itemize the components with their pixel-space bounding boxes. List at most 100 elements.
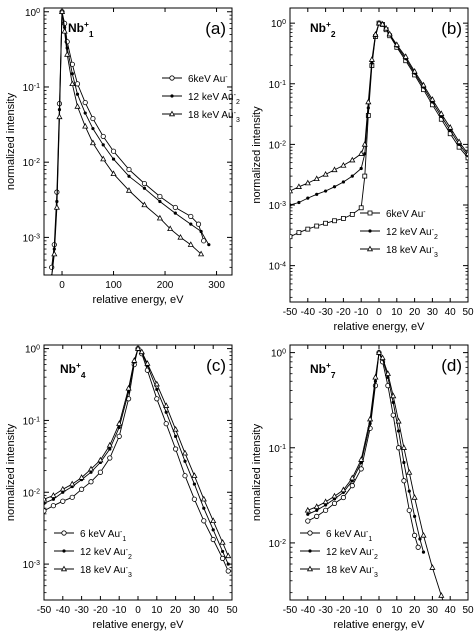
panel-a-series-3-point — [125, 187, 133, 193]
panel-a-series-3-point — [156, 214, 163, 221]
panel-c-series-1-point — [60, 498, 66, 504]
panel-b-y-tick-label: 10-1 — [269, 79, 286, 91]
panel-b-series-3-point — [361, 140, 368, 147]
panel-b-legend-entry-1: 6keV Au- — [386, 209, 426, 221]
panel-b-series-1-point — [332, 218, 337, 224]
panel-d-x-tick-label: 50 — [462, 605, 474, 616]
panel-a-legend-entry-2: 12 keV Au-2 — [188, 92, 240, 106]
panel-a-legend-entry-3: 18 keV Au-3 — [188, 110, 240, 124]
panel-b-x-tick-label: 50 — [462, 307, 474, 318]
panel-c-series-3-point — [87, 465, 95, 472]
panel-d-series-1-point — [314, 513, 320, 519]
panel-b-series-1-point — [465, 155, 468, 161]
panel-d-x-tick-label: -30 — [318, 605, 333, 616]
panel-d-species-label: Nb+7 — [310, 360, 336, 380]
panel-c-series-1-point — [173, 446, 179, 452]
panel-b-series-3-point — [295, 183, 302, 189]
panel-c-series-1-point — [220, 555, 226, 561]
panel-c-series-group — [44, 345, 232, 574]
panel-c-series-1-point — [79, 486, 85, 492]
panel-c-series-2-point — [202, 506, 206, 510]
panel-a-series-2-point — [199, 229, 203, 234]
panel-d-series-3-point — [400, 444, 407, 450]
panel-c-series-3-point — [138, 348, 145, 355]
panel-b-series-3-point — [358, 150, 365, 156]
panel-c-series-2-point — [108, 447, 112, 451]
panel-d-series-3-point — [384, 370, 391, 376]
panel-b-series-1-point — [340, 216, 346, 221]
panel-d-series-3-point — [406, 469, 413, 475]
panel-c-series-3-point — [106, 441, 113, 448]
panel-a-series-3-point — [50, 273, 53, 275]
panel-b-y-tick-label: 10-3 — [269, 201, 286, 213]
panel-a-y-axis-label: normalized intensity — [5, 92, 17, 190]
panel-d-series-3-point — [349, 474, 356, 481]
panel-c-series-3-point — [172, 425, 179, 432]
panel-c: -50 -40 -30 -20 -10 0 10 20 30 40 50 100 10-1 10-2 10-… — [5, 344, 238, 631]
panel-b-series-3-point — [340, 161, 347, 168]
panel-a-series-2-point — [127, 174, 131, 178]
panel-b-series-group — [290, 19, 468, 240]
panel-c-series-3-point — [59, 485, 66, 492]
panel-d-series-1-point — [401, 478, 407, 484]
panel-a-series-3-point — [141, 201, 148, 208]
panel-a-series-1-point — [172, 204, 178, 211]
panel-b-x-tick-label: 0 — [376, 307, 382, 318]
panel-b-series-2-point — [359, 166, 363, 171]
panel-a-series-1-point — [82, 99, 88, 106]
panel-c-series-3-point — [219, 539, 226, 545]
panel-d-x-tick-label: 10 — [391, 605, 403, 616]
panel-a-series-2-point — [101, 143, 105, 147]
panel-c-series-2-point — [89, 470, 93, 474]
panel-b-x-tick-label: -30 — [318, 307, 333, 318]
panel-c-series-2-point — [174, 434, 178, 438]
panel-c-series-1-point — [116, 433, 122, 439]
panel-b-series-3-point — [464, 150, 468, 156]
panel-c-y-tick-label: 10-3 — [23, 560, 40, 572]
panel-a-x-tick-label: 100 — [105, 280, 122, 291]
panel-b-series-3-point — [429, 96, 436, 102]
panel-d-y-tick-label: 100 — [271, 348, 286, 360]
panel-b-series-3-point — [379, 20, 386, 27]
panel-a-y-tick-label: 10-1 — [23, 82, 40, 94]
panel-a-x-tick-label: 300 — [208, 280, 225, 291]
panel-b-series-2-point — [341, 180, 345, 184]
panel-d-x-tick-label: -10 — [354, 605, 369, 616]
panel-c-series-3-point — [225, 552, 232, 559]
panel-b-series-2-point — [332, 185, 337, 189]
panel-b-species-label: Nb+2 — [310, 19, 336, 39]
panel-a-series-2-point — [91, 126, 95, 131]
panel-c-series-3-point — [200, 495, 207, 502]
panel-b-series-1-line — [290, 22, 468, 238]
panel-d-series-1-point — [322, 507, 329, 513]
panel-c-legend-entry-1: 6 keV Au-1 — [80, 529, 126, 543]
panel-c-series-1-point — [50, 503, 57, 509]
panel-d: -50 -40 -30 -20 -10 0 10 20 30 40 50 100 10-1 10-2 rel… — [251, 344, 474, 631]
panel-a-series-1-point — [110, 148, 117, 154]
panel-d-series-3-point — [313, 503, 320, 509]
panel-b-series-3-point — [313, 175, 320, 182]
panel-a-y-tick-label: 100 — [25, 7, 40, 19]
panel-a-series-3-point — [69, 80, 76, 87]
panel-c-y-tick-label: 10-1 — [23, 416, 40, 428]
panel-b-series-2-point — [315, 192, 319, 196]
panel-b-series-3-point — [402, 53, 409, 59]
panel-c-x-tick-label: -30 — [74, 605, 89, 616]
panel-c-series-3-point — [210, 517, 217, 524]
panel-c-series-2-point — [164, 410, 168, 414]
panel-c-series-3-point — [181, 449, 189, 456]
panel-b-letter: (b) — [441, 19, 462, 38]
panel-c-series-3-point — [78, 474, 85, 480]
panel-b-x-tick-label: 30 — [427, 307, 439, 318]
panel-d-series-3-point — [379, 354, 386, 361]
panel-b-series-1-point — [296, 230, 302, 236]
panel-a-series-1-point — [126, 166, 132, 173]
panel-b-series-3-point — [322, 170, 329, 177]
panel-c-y-tick-label: 100 — [25, 344, 40, 356]
panel-d-plot-frame — [289, 344, 469, 601]
panel-b-legend-marker — [366, 245, 374, 252]
panel-d-series-1-point — [406, 507, 412, 513]
panel-c-series-2-line — [44, 347, 229, 565]
panel-b-x-tick-label: -40 — [301, 307, 316, 318]
panel-b-series-1-point — [290, 234, 293, 240]
